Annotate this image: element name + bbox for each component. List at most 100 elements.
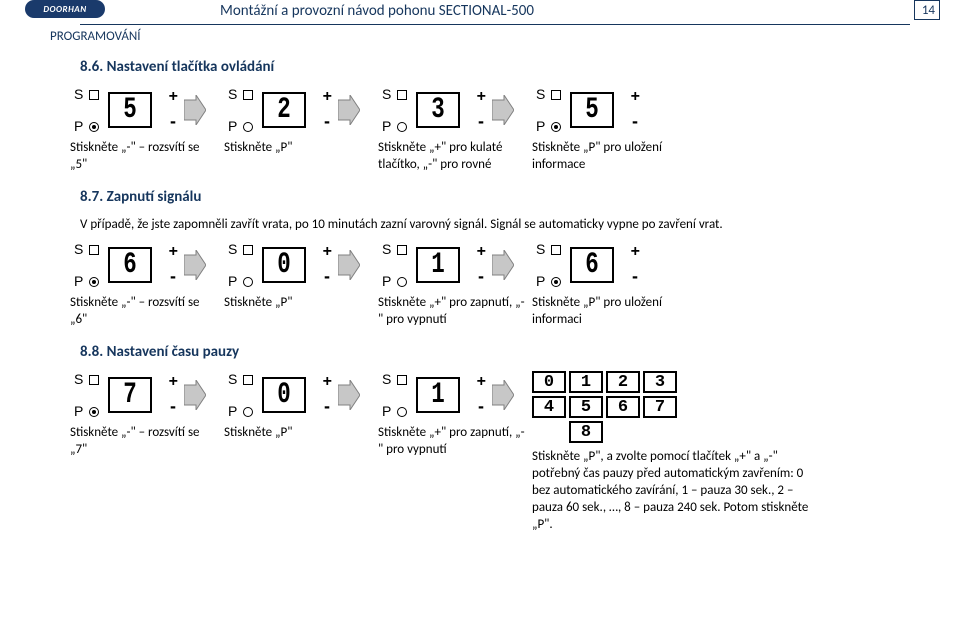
plus-icon: + <box>631 88 640 106</box>
arrow-icon <box>492 86 514 134</box>
display-unit: S P + - 5 <box>70 86 180 134</box>
step-column: S P + - 5 Stiskněte „P" pro uložení info… <box>532 86 680 174</box>
keypad-row: 8 <box>532 421 677 443</box>
header-bar: DOORHAN Montážní a provozní návod pohonu… <box>80 0 910 22</box>
square-indicator <box>243 245 253 255</box>
plus-icon: + <box>477 88 486 106</box>
digit: 5 <box>123 95 137 125</box>
arrow-icon <box>184 86 206 134</box>
plus-icon: + <box>323 243 332 261</box>
p-label: P <box>74 273 83 289</box>
digit: 3 <box>431 95 445 125</box>
display-row: S P + - 2 <box>224 86 360 134</box>
digit: 5 <box>585 95 599 125</box>
plus-icon: + <box>169 373 178 391</box>
keypad-key: 1 <box>569 371 603 393</box>
step-column: S P + - 6 Stiskněte „-" – rozsvítí se „6… <box>70 241 218 329</box>
digit-box: 0 <box>262 247 306 283</box>
display-row: S P + - 5 <box>70 86 206 134</box>
header-rule <box>80 24 910 25</box>
square-indicator <box>551 245 561 255</box>
s-label: S <box>228 241 237 257</box>
section-title: PROGRAMOVÁNÍ <box>50 29 910 44</box>
digit: 6 <box>123 250 137 280</box>
p-label: P <box>382 403 391 419</box>
keypad-row: 0123 <box>532 371 677 393</box>
step-column: S P + - 0 Stiskněte „P" <box>224 371 372 442</box>
keypad-blank <box>643 421 677 443</box>
display-unit: S P + - 1 <box>378 371 488 419</box>
display-unit: S P + - 2 <box>224 86 334 134</box>
square-indicator <box>551 90 561 100</box>
display-unit: S P + - 0 <box>224 371 334 419</box>
s-label: S <box>228 371 237 387</box>
p-label: P <box>382 118 391 134</box>
digit: 6 <box>585 250 599 280</box>
step-label: Stiskněte „P" pro uložení informaci <box>532 295 680 329</box>
circle-indicator <box>397 407 407 417</box>
display-unit: S P + - 5 <box>532 86 642 134</box>
circle-indicator <box>89 277 99 287</box>
keypad: 0123 4567 8 <box>532 371 677 443</box>
square-indicator <box>89 375 99 385</box>
arrow-icon <box>492 241 514 289</box>
keypad-key: 4 <box>532 396 566 418</box>
step-label: Stiskněte „-" – rozsvítí se „7" <box>70 425 218 459</box>
display-row: S P + - 1 <box>378 241 514 289</box>
s-label: S <box>536 86 545 102</box>
square-indicator <box>397 375 407 385</box>
digit: 7 <box>123 380 137 410</box>
circle-indicator <box>89 407 99 417</box>
minus-icon: - <box>478 111 484 132</box>
step-column: S P + - 1 Stiskněte „+" pro zapnutí, „-"… <box>378 241 526 329</box>
p-label: P <box>536 118 545 134</box>
step-column: S P + - 0 Stiskněte „P" <box>224 241 372 312</box>
square-indicator <box>89 245 99 255</box>
digit-box: 3 <box>416 92 460 128</box>
display-row: S P + - 3 <box>378 86 514 134</box>
digit-box: 1 <box>416 247 460 283</box>
step-column: S P + - 7 Stiskněte „-" – rozsvítí se „7… <box>70 371 218 459</box>
s-label: S <box>228 86 237 102</box>
steps-8-6: S P + - 5 Stiskněte „-" – rozsvítí se „5… <box>70 86 910 174</box>
step-label: Stiskněte „P" <box>224 295 292 312</box>
arrow-icon <box>184 241 206 289</box>
circle-indicator <box>243 122 253 132</box>
display-unit: S P + - 1 <box>378 241 488 289</box>
step-column: S P + - 6 Stiskněte „P" pro uložení info… <box>532 241 680 329</box>
arrow-icon <box>184 371 206 419</box>
steps-8-7: S P + - 6 Stiskněte „-" – rozsvítí se „6… <box>70 241 910 329</box>
digit: 2 <box>277 95 291 125</box>
minus-icon: - <box>478 266 484 287</box>
s-label: S <box>74 241 83 257</box>
step-label: Stiskněte „P" pro uložení informace <box>532 140 680 174</box>
keypad-row: 4567 <box>532 396 677 418</box>
digit-box: 1 <box>416 377 460 413</box>
s-label: S <box>536 241 545 257</box>
plus-icon: + <box>323 373 332 391</box>
digit: 1 <box>431 380 445 410</box>
step-label: Stiskněte „-" – rozsvítí se „6" <box>70 295 218 329</box>
minus-icon: - <box>324 266 330 287</box>
step-label: Stiskněte „+" pro zapnutí, „-" pro vypnu… <box>378 295 526 329</box>
keypad-blank <box>532 421 566 443</box>
digit-box: 0 <box>262 377 306 413</box>
keypad-key: 7 <box>643 396 677 418</box>
display-unit: S P + - 6 <box>70 241 180 289</box>
circle-indicator <box>397 122 407 132</box>
step-label: Stiskněte „-" – rozsvítí se „5" <box>70 140 218 174</box>
s-label: S <box>382 86 391 102</box>
plus-icon: + <box>477 373 486 391</box>
step-column: S P + - 2 Stiskněte „P" <box>224 86 372 157</box>
keypad-key: 2 <box>606 371 640 393</box>
p-label: P <box>536 273 545 289</box>
square-indicator <box>397 245 407 255</box>
display-unit: S P + - 3 <box>378 86 488 134</box>
s-label: S <box>74 86 83 102</box>
display-unit: S P + - 7 <box>70 371 180 419</box>
arrow-icon <box>492 371 514 419</box>
heading-8-6: 8.6. Nastavení tlačítka ovládání <box>80 58 910 76</box>
page-number: 14 <box>914 0 940 20</box>
s-label: S <box>382 371 391 387</box>
minus-icon: - <box>632 266 638 287</box>
